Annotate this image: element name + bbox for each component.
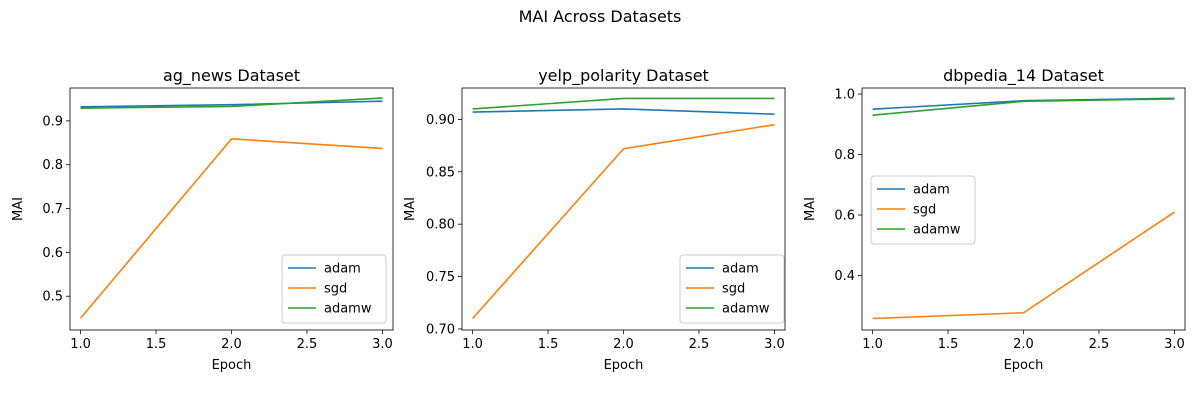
legend-label-adam: adam [913,183,950,198]
legend: adam sgd adamw [679,254,785,324]
legend: adam sgd adamw [281,254,387,324]
x-axis-label: Epoch [1004,358,1044,373]
x-tick-label: 1.5 [938,337,959,352]
y-tick-label: 0.70 [426,322,455,337]
x-tick-label: 2.5 [1089,337,1110,352]
x-tick-label: 1.0 [462,337,483,352]
series-line-adamw [472,97,775,110]
y-tick-label: 0.8 [42,158,63,173]
series-line-adamw [872,98,1175,117]
legend-label-sgd: sgd [913,203,936,218]
panel-3: dbpedia_14 Dataset 1.0 1.5 2.0 2.5 3.0 0.4 0.6 0… [803,66,1186,373]
x-tick-label: 3.0 [372,337,393,352]
legend-label-sgd: sgd [324,282,347,297]
series-line-sgd [79,138,383,319]
x-tick-label: 1.5 [538,337,559,352]
series-lines [79,97,383,319]
y-tick-label: 0.90 [426,113,455,128]
legend-box [870,175,976,245]
legend-label-adam: adam [722,262,759,277]
y-axis-label: MAI [403,197,418,221]
y-tick-label: 0.7 [42,202,63,217]
legend-box [679,254,785,324]
x-tick-label: 3.0 [764,337,785,352]
x-tick-label: 3.0 [1164,337,1185,352]
legend-label-adamw: adamw [913,223,961,238]
figure-suptitle: MAI Across Datasets [519,7,682,26]
x-axis-label: Epoch [212,358,252,373]
series-line-adamw [80,97,383,109]
panel-2: yelp_polarity Dataset 1.0 1.5 2.0 2.5 3.0 0.70… [403,66,786,373]
series-line-sgd [872,211,1175,320]
legend: adam sgd adamw [870,175,976,245]
y-axis-label: MAI [803,197,818,221]
panel-1: ag_news Dataset 1.0 1.5 2.0 2.5 3.0 0.5 0.6 0.7 0… [11,66,394,373]
x-tick-label: 1.5 [146,337,167,352]
legend-box [281,254,387,324]
legend-label-adamw: adamw [722,302,770,317]
y-tick-label: 0.85 [426,165,455,180]
panel-title: yelp_polarity Dataset [538,66,709,86]
y-tick-label: 0.75 [426,270,455,285]
panel-title: ag_news Dataset [163,66,300,86]
y-tick-label: 0.6 [42,246,63,261]
series-lines [872,97,1175,320]
legend-label-sgd: sgd [722,282,745,297]
x-tick-label: 1.0 [862,337,883,352]
y-tick-label: 0.9 [42,114,63,129]
x-tick-label: 2.5 [689,337,710,352]
y-tick-label: 0.6 [834,209,855,224]
legend-label-adamw: adamw [324,302,372,317]
series-line-adam [472,108,775,115]
x-tick-label: 2.0 [221,337,242,352]
y-tick-label: 0.4 [834,269,855,284]
series-line-sgd [471,123,775,320]
legend-label-adam: adam [324,262,361,277]
y-tick-label: 0.5 [42,290,63,305]
x-axis-label: Epoch [604,358,644,373]
series-lines [471,97,775,320]
y-tick-label: 0.8 [834,148,855,163]
series-line-adam [80,100,383,108]
panel-title: dbpedia_14 Dataset [943,66,1104,86]
y-tick-label: 0.80 [426,218,455,233]
y-axis-label: MAI [11,197,26,221]
x-tick-label: 2.0 [1013,337,1034,352]
x-tick-label: 2.0 [613,337,634,352]
x-tick-label: 1.0 [70,337,91,352]
y-tick-label: 1.0 [834,88,855,103]
x-tick-label: 2.5 [297,337,318,352]
